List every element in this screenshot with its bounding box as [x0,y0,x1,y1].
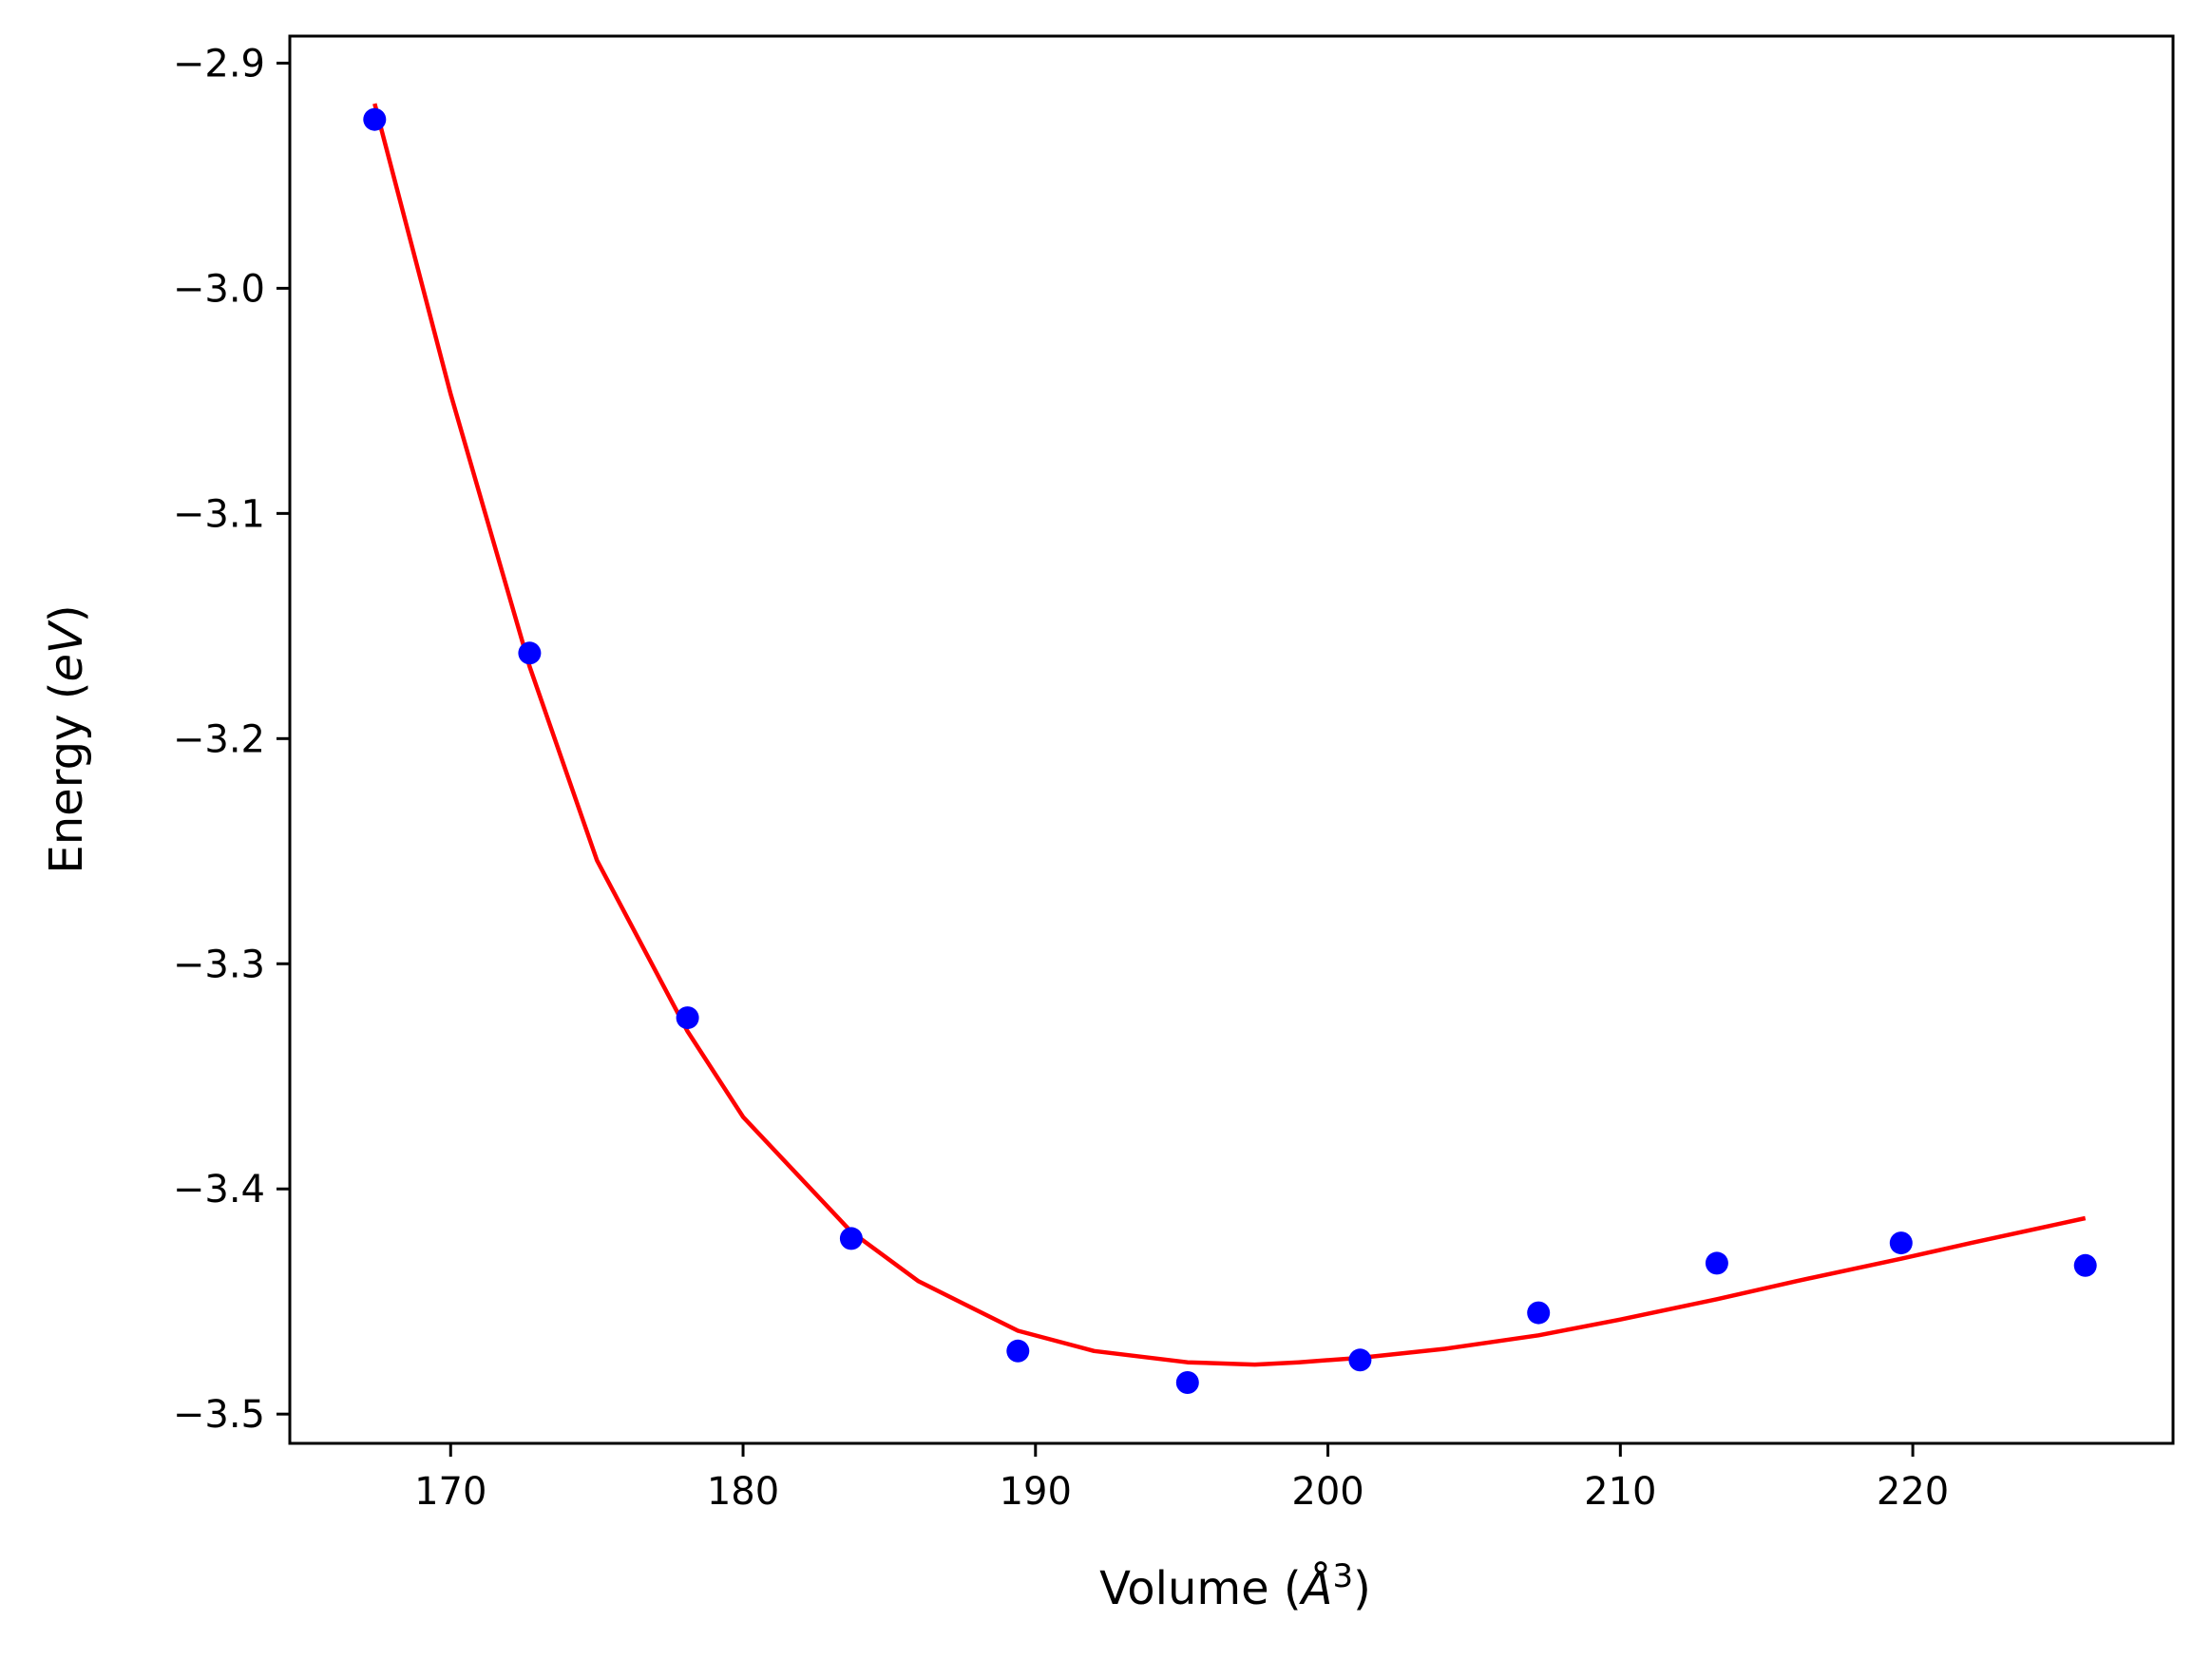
data-point [676,1006,699,1030]
x-tick-label: 210 [1584,1470,1656,1514]
data-point [1006,1339,1030,1363]
y-tick-label: −3.3 [173,943,265,986]
x-tick-label: 170 [414,1470,486,1514]
y-axis-label: Energy (eV) [40,604,93,873]
x-tick-label: 220 [1877,1470,1949,1514]
data-point [839,1227,863,1250]
y-tick-label: −2.9 [173,42,265,86]
x-axis-label: Volume (Å3) [1099,1557,1371,1615]
data-point [1175,1371,1199,1394]
y-tick-label: −3.5 [173,1393,265,1437]
y-axis: −2.9 −3.0 −3.1 −3.2 −3.3 −3.4 −3.5 [173,42,290,1437]
data-point [1348,1348,1372,1372]
x-tick-label: 190 [1000,1470,1072,1514]
data-point [363,107,387,131]
x-tick-label: 180 [707,1470,779,1514]
y-tick-label: −3.2 [173,717,265,761]
y-tick-label: −3.4 [173,1168,265,1212]
y-tick-label: −3.1 [173,492,265,536]
data-point [2073,1253,2097,1277]
plot-area [363,103,2097,1394]
y-tick-label: −3.0 [173,267,265,311]
x-tick-label: 200 [1291,1470,1363,1514]
data-point [1889,1231,1913,1255]
data-point [518,641,542,665]
fit-curve-line [372,103,2087,1367]
data-point [1705,1251,1728,1275]
data-point [1527,1301,1551,1325]
x-axis: 170 180 190 200 210 220 [414,1443,1949,1514]
